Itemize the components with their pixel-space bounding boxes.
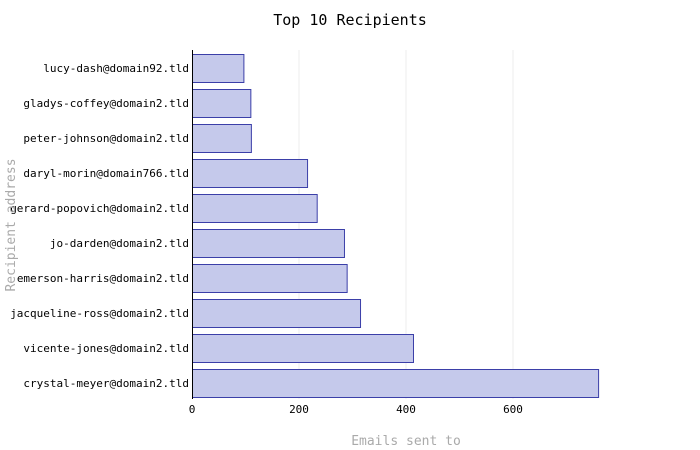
y-tick-label: emerson-harris@domain2.tld xyxy=(17,272,189,285)
y-tick-label: crystal-meyer@domain2.tld xyxy=(23,377,189,390)
y-tick-label: vicente-jones@domain2.tld xyxy=(23,342,189,355)
bar xyxy=(192,54,245,83)
bar xyxy=(192,89,252,118)
y-tick-label: gladys-coffey@domain2.tld xyxy=(23,97,189,110)
bar xyxy=(192,299,362,328)
bar xyxy=(192,264,348,293)
x-tick-label: 0 xyxy=(189,403,196,416)
bar xyxy=(192,369,600,398)
y-tick-label: jacqueline-ross@domain2.tld xyxy=(10,307,189,320)
bar xyxy=(192,159,309,188)
y-tick-labels: lucy-dash@domain92.tld gladys-coffey@doma… xyxy=(10,62,189,390)
bar xyxy=(192,124,252,153)
x-tick-label: 200 xyxy=(289,403,309,416)
bar xyxy=(192,229,345,258)
x-tick-label: 600 xyxy=(503,403,523,416)
chart-title: Top 10 Recipients xyxy=(273,11,427,29)
bar xyxy=(192,194,318,223)
x-tick-label: 400 xyxy=(396,403,416,416)
y-tick-label: jo-darden@domain2.tld xyxy=(50,237,189,250)
bar xyxy=(192,334,414,363)
y-tick-label: lucy-dash@domain92.tld xyxy=(43,62,189,75)
y-tick-label: peter-johnson@domain2.tld xyxy=(23,132,189,145)
y-tick-label: daryl-morin@domain766.tld xyxy=(23,167,189,180)
x-ticks: 0 200 400 600 xyxy=(189,403,523,416)
y-axis-label: Recipient address xyxy=(4,158,19,291)
x-axis-label: Emails sent to xyxy=(351,434,461,449)
y-tick-label: gerard-popovich@domain2.tld xyxy=(10,202,189,215)
bars xyxy=(192,54,600,398)
